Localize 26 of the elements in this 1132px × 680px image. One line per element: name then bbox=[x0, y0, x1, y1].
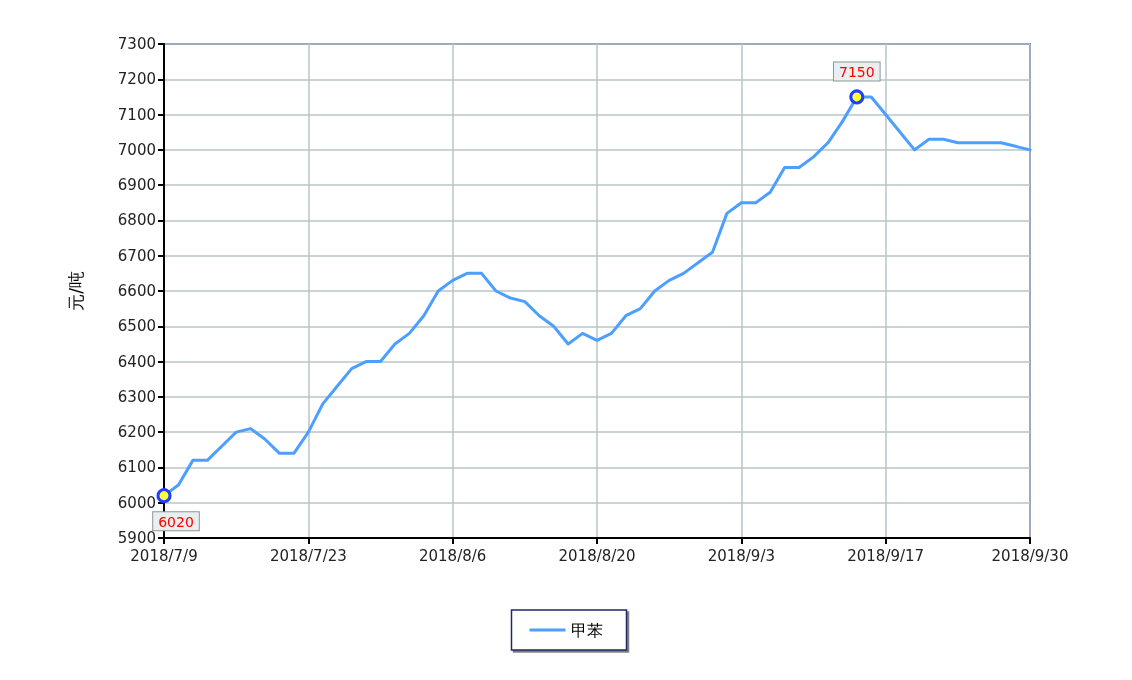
y-tick-label: 6700 bbox=[117, 246, 156, 265]
y-tick-label: 6900 bbox=[117, 176, 156, 195]
legend-label: 甲苯 bbox=[570, 620, 603, 640]
y-tick-label: 6800 bbox=[117, 211, 156, 230]
y-tick-label: 6100 bbox=[117, 458, 156, 477]
x-tick-label: 2018/7/23 bbox=[269, 546, 347, 565]
x-tick-label: 2018/8/6 bbox=[418, 546, 487, 565]
data-label: 6020 bbox=[158, 514, 194, 531]
y-tick-label: 6300 bbox=[117, 387, 156, 406]
x-tick-label: 2018/9/30 bbox=[991, 546, 1069, 565]
y-tick-label: 7100 bbox=[117, 105, 156, 124]
y-tick-label: 7300 bbox=[117, 35, 156, 53]
y-tick-label: 6400 bbox=[117, 352, 156, 371]
x-tick-label: 2018/7/9 bbox=[130, 546, 198, 565]
y-tick-label: 7000 bbox=[117, 140, 156, 159]
y-tick-label: 5900 bbox=[117, 529, 156, 547]
y-tick-label: 6200 bbox=[117, 423, 156, 442]
x-tick-label: 2018/8/20 bbox=[558, 546, 636, 565]
x-tick-label: 2018/9/3 bbox=[707, 546, 776, 565]
x-tick-label: 2018/9/17 bbox=[847, 546, 925, 565]
data-label: 7150 bbox=[838, 64, 875, 81]
y-tick-label: 7200 bbox=[117, 70, 156, 89]
y-tick-label: 6000 bbox=[117, 493, 156, 512]
y-tick-label: 6500 bbox=[117, 317, 156, 336]
y-tick-label: 6600 bbox=[117, 282, 156, 300]
y-axis-title: 元/吨 bbox=[65, 271, 86, 311]
